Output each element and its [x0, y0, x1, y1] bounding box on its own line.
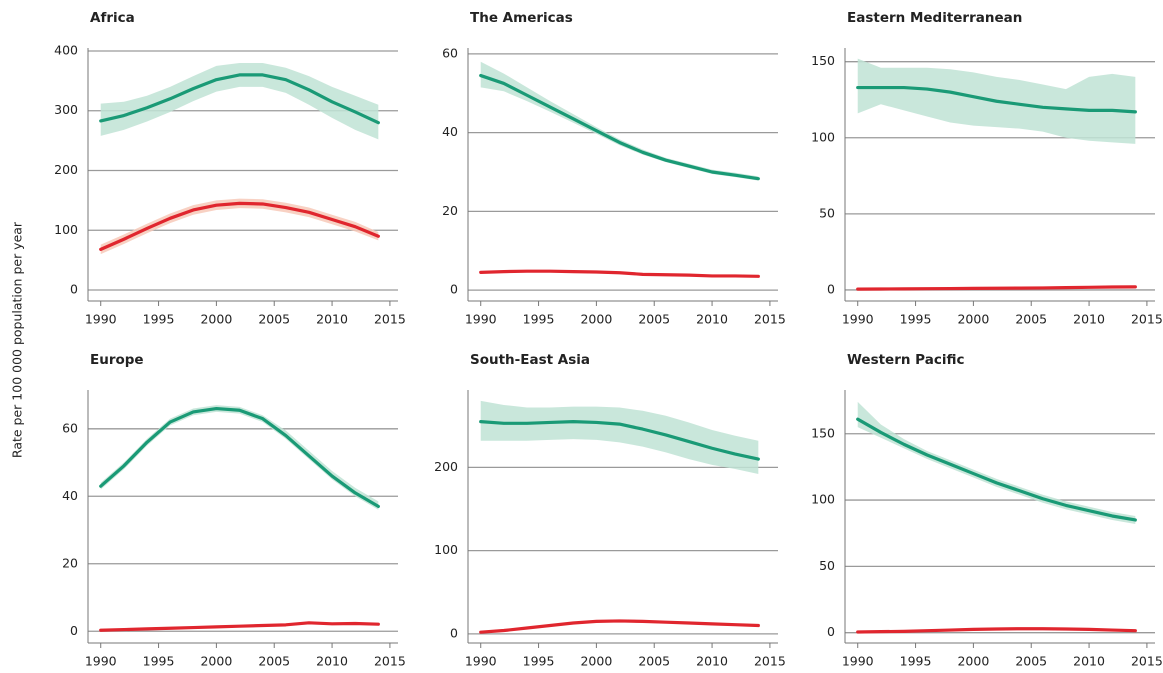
x-tick-label: 1990	[85, 312, 117, 327]
x-tick-label: 2000	[957, 654, 989, 669]
x-tick-label: 2010	[696, 312, 728, 327]
x-tick-label: 2000	[957, 312, 989, 327]
y-tick-label: 100	[54, 222, 78, 237]
y-tick-label: 60	[62, 420, 78, 435]
y-tick-label: 400	[54, 42, 78, 57]
line	[856, 85, 1137, 114]
x-tick-label: 2005	[1015, 654, 1047, 669]
uncertainty-band	[480, 61, 759, 181]
x-tick-label: 1995	[523, 312, 555, 327]
y-tick-label: 50	[819, 558, 835, 573]
y-tick-label: 20	[62, 555, 78, 570]
y-tick-label: 20	[442, 203, 458, 218]
y-tick-label: 0	[827, 624, 835, 639]
panel-title: The Americas	[470, 10, 573, 26]
x-tick-label: 2000	[200, 312, 232, 327]
y-tick-label: 200	[54, 162, 78, 177]
line	[99, 73, 380, 125]
panel-title: South-East Asia	[470, 352, 590, 368]
uncertainty-band	[100, 198, 379, 255]
y-tick-label: 300	[54, 102, 78, 117]
line	[99, 406, 380, 509]
uncertainty-band	[100, 405, 379, 510]
y-tick-label: 40	[442, 124, 458, 139]
y-tick-label: 0	[827, 281, 835, 296]
panel-title: Europe	[90, 352, 144, 368]
y-tick-label: 0	[450, 625, 458, 640]
x-tick-label: 2005	[1015, 312, 1047, 327]
y-tick-label: 50	[819, 205, 835, 220]
x-tick-label: 2010	[1073, 312, 1105, 327]
y-tick-label: 0	[450, 282, 458, 297]
x-tick-label: 2005	[258, 654, 290, 669]
x-tick-label: 1990	[85, 654, 117, 669]
y-tick-label: 100	[811, 492, 835, 507]
x-tick-label: 2010	[316, 312, 348, 327]
x-tick-label: 2000	[580, 654, 612, 669]
y-tick-label: 100	[434, 542, 458, 557]
line	[479, 420, 760, 461]
x-tick-label: 1990	[465, 312, 497, 327]
x-tick-label: 2010	[1073, 654, 1105, 669]
line	[479, 73, 760, 181]
x-tick-label: 2005	[638, 654, 670, 669]
line	[856, 627, 1137, 634]
x-tick-label: 1995	[523, 654, 555, 669]
x-tick-label: 1990	[465, 654, 497, 669]
x-tick-label: 1995	[900, 654, 932, 669]
line	[856, 417, 1137, 522]
x-tick-label: 2015	[374, 654, 406, 669]
x-tick-label: 1990	[842, 312, 874, 327]
x-tick-label: 2005	[258, 312, 290, 327]
y-tick-label: 200	[434, 459, 458, 474]
x-tick-label: 2005	[638, 312, 670, 327]
x-tick-label: 2010	[696, 654, 728, 669]
uncertainty-band	[100, 62, 379, 140]
y-tick-label: 150	[811, 53, 835, 68]
line	[479, 269, 760, 278]
x-tick-label: 1990	[842, 654, 874, 669]
line	[99, 201, 380, 251]
x-tick-label: 1995	[143, 312, 175, 327]
y-tick-label: 40	[62, 488, 78, 503]
uncertainty-band	[480, 400, 759, 475]
y-tick-label: 60	[442, 45, 458, 60]
x-tick-label: 2015	[374, 312, 406, 327]
x-tick-label: 2015	[754, 312, 786, 327]
x-tick-label: 1995	[143, 654, 175, 669]
x-tick-label: 1995	[900, 312, 932, 327]
y-tick-label: 100	[811, 129, 835, 144]
x-tick-label: 2015	[1131, 312, 1163, 327]
x-tick-label: 2015	[754, 654, 786, 669]
y-tick-label: 0	[70, 282, 78, 297]
y-tick-label: 150	[811, 425, 835, 440]
y-axis-label: Rate per 100 000 population per year	[10, 221, 25, 458]
x-tick-label: 2000	[200, 654, 232, 669]
x-tick-label: 2015	[1131, 654, 1163, 669]
line	[99, 621, 380, 632]
panel-title: Western Pacific	[847, 352, 964, 368]
y-tick-label: 0	[70, 623, 78, 638]
x-tick-label: 2000	[580, 312, 612, 327]
panel-title: Africa	[90, 10, 135, 26]
line	[479, 619, 760, 634]
uncertainty-band	[857, 401, 1136, 524]
panel-title: Eastern Mediterranean	[847, 10, 1022, 26]
x-tick-label: 2010	[316, 654, 348, 669]
line	[856, 285, 1137, 291]
